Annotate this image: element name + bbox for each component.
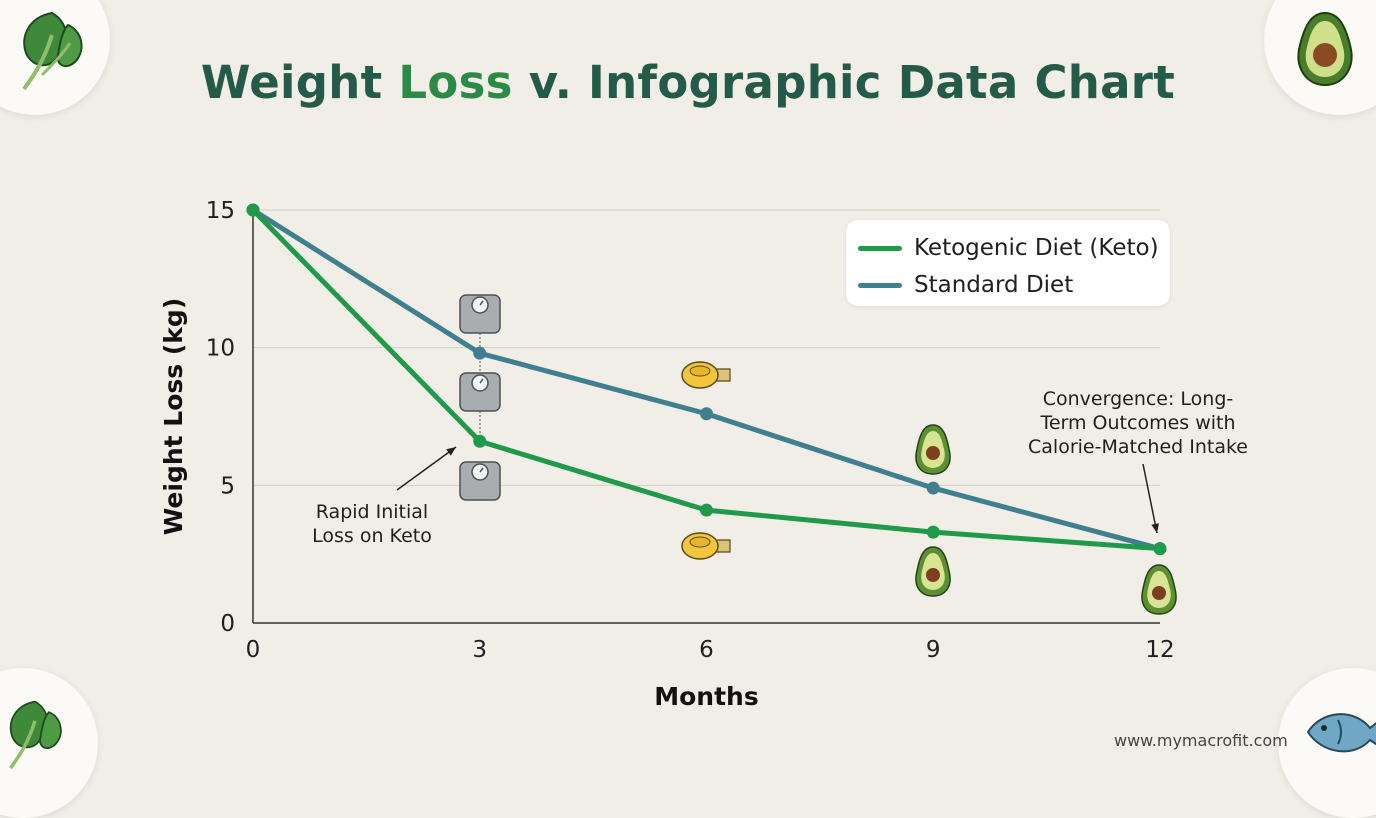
avocado-icon	[1141, 564, 1177, 615]
legend-label-keto: Ketogenic Diet (Keto)	[914, 235, 1159, 261]
annotation-conv-line-1: Convergence: Long-	[1042, 388, 1234, 410]
x-tick-label: 6	[699, 637, 714, 663]
annotation-convergence: Convergence: Long- Term Outcomes with Ca…	[1010, 387, 1266, 459]
avocado-icon	[915, 424, 951, 475]
title-part-3: v. Infographic Data Chart	[512, 56, 1176, 109]
x-axis-title: Months	[654, 682, 758, 711]
x-tick-label: 9	[926, 637, 941, 663]
legend-item-standard: Standard Diet	[858, 270, 1073, 300]
annotation-rapid-loss: Rapid Initial Loss on Keto	[290, 500, 454, 548]
data-point-series-1	[926, 481, 940, 495]
data-point-series-0	[1153, 542, 1167, 556]
scale-icon	[459, 461, 501, 501]
annotation-arrow-convergence	[1142, 463, 1158, 534]
scale-icon	[459, 372, 501, 412]
data-point-series-0	[246, 203, 260, 217]
avocado-icon	[915, 546, 951, 597]
y-tick-label: 5	[220, 473, 235, 499]
x-tick-label: 3	[472, 637, 487, 663]
y-tick-label: 15	[206, 198, 235, 224]
tape-measure-icon	[681, 361, 731, 389]
legend-swatch-standard	[858, 282, 902, 288]
annotation-arrow-rapid	[396, 446, 457, 491]
footer-url[interactable]: www.mymacrofit.com	[1114, 731, 1288, 750]
annotation-conv-line-2: Term Outcomes with	[1040, 412, 1236, 434]
chart-title: Weight Loss v. Infographic Data Chart	[0, 56, 1376, 109]
annotation-rapid-line-1: Rapid Initial	[315, 501, 429, 523]
x-tick-label: 0	[246, 637, 261, 663]
corner-spinach-top-left	[0, 0, 110, 115]
data-point-series-0	[473, 434, 487, 448]
data-point-series-0	[926, 525, 940, 539]
title-part-1: Weight	[200, 56, 399, 109]
y-tick-label: 0	[220, 611, 235, 637]
avocado-icon	[1297, 11, 1353, 87]
tape-measure-icon	[681, 532, 731, 560]
legend-swatch-keto	[858, 245, 902, 251]
spinach-icon	[9, 700, 62, 770]
chart-legend: Ketogenic Diet (Keto) Standard Diet	[846, 220, 1170, 306]
data-point-series-0	[700, 503, 713, 517]
legend-item-keto: Ketogenic Diet (Keto)	[858, 233, 1159, 263]
fish-icon	[1306, 713, 1376, 753]
annotation-rapid-line-2: Loss on Keto	[312, 525, 432, 547]
line-chart: 0 5 10 15 0 3 6 9 12 Months Weight Loss (kg)	[159, 198, 1177, 711]
y-tick-label: 10	[206, 336, 235, 362]
annotation-arrow-convergence-head	[1151, 523, 1159, 533]
annotation-arrow-rapid-head	[446, 447, 456, 456]
scale-icon	[459, 294, 501, 334]
legend-label-standard: Standard Diet	[914, 272, 1074, 298]
annotation-conv-line-3: Calorie-Matched Intake	[1028, 436, 1248, 458]
data-point-series-1	[700, 407, 713, 421]
spinach-icon	[22, 11, 83, 91]
data-point-series-1	[473, 346, 487, 360]
title-part-2: Loss	[398, 56, 513, 109]
y-axis-title: Weight Loss (kg)	[159, 298, 188, 536]
x-tick-label: 12	[1145, 637, 1174, 663]
